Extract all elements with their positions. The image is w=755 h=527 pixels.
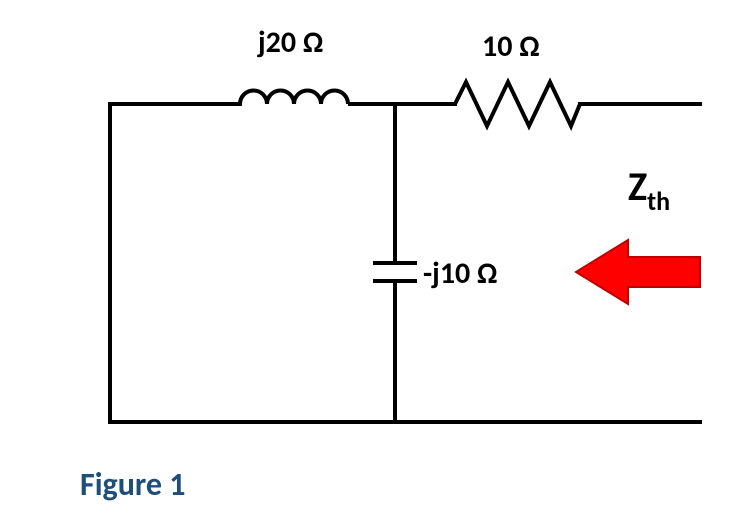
inductor-label: j20 Ω (257, 24, 323, 61)
inductor (240, 91, 348, 105)
capacitor (373, 263, 417, 281)
capacitor-label: -j10 Ω (423, 255, 497, 292)
zth-arrow (576, 240, 700, 304)
zth-label: Zth (628, 162, 670, 217)
figure-caption: Figure 1 (80, 465, 185, 504)
resistor (455, 82, 580, 126)
resistor-label: 10 Ω (482, 28, 540, 65)
